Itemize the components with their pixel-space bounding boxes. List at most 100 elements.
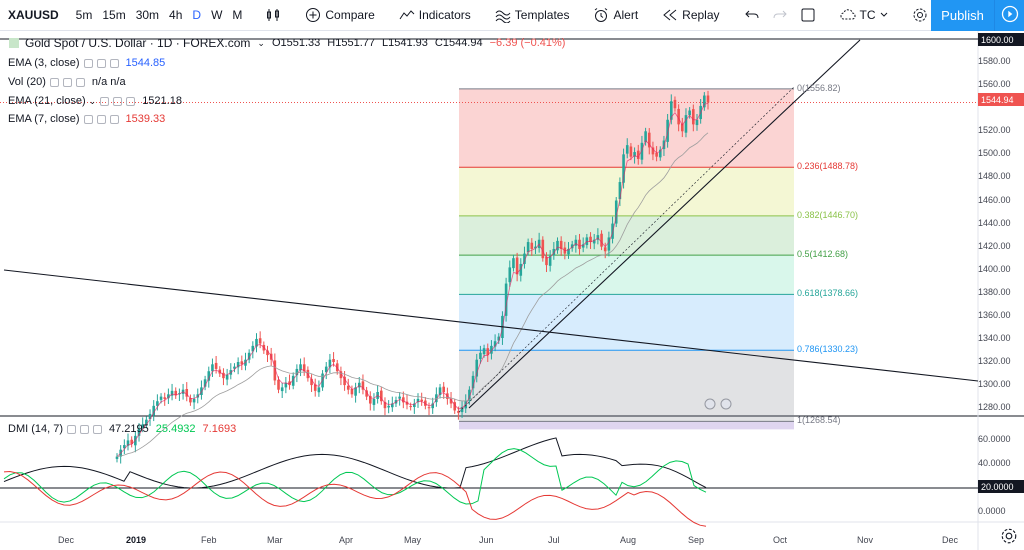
candle-body [578, 239, 581, 249]
interval-4h[interactable]: 4h [169, 8, 183, 22]
candle-body [137, 428, 141, 436]
interval-15m[interactable]: 15m [102, 8, 126, 22]
eye-icon[interactable] [83, 114, 93, 124]
play-panel-button[interactable] [994, 0, 1024, 31]
alert-label: Alert [613, 8, 639, 22]
candle-body [167, 394, 170, 399]
price-tick-label: 1280.00 [978, 402, 1011, 413]
candle-body [211, 364, 214, 372]
price-tick-label: 1340.00 [978, 332, 1011, 343]
candle-body [681, 123, 684, 132]
price-tick-label: 1520.00 [978, 125, 1011, 136]
price-tick-label: 1580.00 [978, 56, 1011, 67]
replay-button[interactable]: Replay [656, 7, 725, 23]
flag-icon [704, 398, 716, 410]
change-value: −6.39 (−0.41%) [489, 37, 566, 49]
dmi-minus-value: 7.1693 [202, 423, 237, 435]
undo-button[interactable] [738, 7, 766, 23]
candle-body [493, 341, 497, 347]
candle-body [692, 109, 695, 125]
candle-body [255, 338, 258, 347]
redo-button[interactable] [766, 7, 794, 23]
candle-body [530, 242, 534, 249]
candle-body [460, 407, 464, 413]
candle-body [189, 398, 192, 403]
replay-label: Replay [682, 8, 720, 22]
fullscreen-layout-button[interactable] [794, 7, 822, 23]
candle-body [688, 110, 691, 116]
symbol-search[interactable]: XAUUSD [8, 8, 59, 22]
candle-body [482, 348, 486, 355]
price-tick-label: 1420.00 [978, 240, 1011, 251]
ema7-legend[interactable]: EMA (7, close) 1539.33 [8, 113, 165, 125]
fib-zone [459, 255, 794, 295]
candle-body [391, 403, 394, 408]
templates-label: Templates [514, 8, 570, 22]
time-tick-label: Mar [267, 535, 283, 545]
candle-body [431, 403, 434, 409]
gear-icon[interactable] [80, 424, 90, 434]
interval-30m[interactable]: 30m [135, 8, 160, 22]
interval-m[interactable]: M [232, 8, 243, 22]
candle-body [350, 389, 354, 395]
ema3-legend[interactable]: EMA (3, close) 1544.85 [8, 57, 165, 69]
close-icon[interactable] [109, 58, 119, 68]
interval-d[interactable]: D [192, 8, 202, 22]
close-icon[interactable] [93, 424, 103, 434]
publish-button[interactable]: Publish [931, 0, 994, 31]
chevron-down-icon[interactable]: ⌄ [88, 95, 97, 106]
collapse-icon[interactable] [9, 38, 19, 48]
eye-icon[interactable] [100, 96, 110, 106]
candle-body [163, 397, 167, 399]
gear-icon[interactable] [113, 96, 123, 106]
candle-body [589, 236, 592, 243]
vol-legend[interactable]: Vol (20) n/a n/a [8, 76, 126, 88]
candle-body [581, 244, 585, 248]
candle-body [541, 239, 545, 259]
eye-icon[interactable] [49, 77, 59, 87]
ema3-label: EMA (3, close) [8, 57, 80, 69]
candle-body [203, 379, 207, 387]
alert-button[interactable]: Alert [587, 7, 644, 23]
close-icon[interactable] [75, 77, 85, 87]
dmi-tick-label: 40.0000 [978, 458, 1011, 468]
candle-body [420, 399, 423, 402]
eye-icon[interactable] [67, 424, 77, 434]
close-icon[interactable] [109, 114, 119, 124]
compare-button[interactable]: Compare [299, 7, 380, 23]
candle-body [559, 240, 563, 249]
chevron-down-icon [880, 7, 888, 23]
gear-icon[interactable] [96, 58, 106, 68]
chart-canvas[interactable] [0, 31, 1024, 550]
adx-line [3, 437, 707, 489]
eye-icon[interactable] [83, 58, 93, 68]
ema21-legend[interactable]: EMA (21, close) ⌄ 1521.18 [8, 95, 182, 107]
axis-settings-button[interactable] [1000, 527, 1020, 547]
candle-body [523, 253, 526, 264]
close-icon[interactable] [126, 96, 136, 106]
candle-body [332, 359, 335, 363]
rewind-icon [662, 7, 678, 23]
time-tick-label: Feb [201, 535, 217, 545]
fib-level-label: 0.382(1446.70) [797, 209, 859, 220]
gear-icon[interactable] [96, 114, 106, 124]
candle-body [284, 382, 288, 388]
chevron-down-icon[interactable]: ⌄ [257, 37, 265, 48]
interval-w[interactable]: W [211, 8, 223, 22]
fib-level-label: 0.786(1330.23) [797, 344, 859, 355]
chart-type-button[interactable] [259, 7, 287, 23]
candle-body [291, 375, 295, 386]
dmi-tick-label: 60.0000 [978, 434, 1011, 444]
candle-body [299, 364, 302, 371]
candle-body [655, 152, 658, 157]
gear-icon[interactable] [62, 77, 72, 87]
dmi-legend[interactable]: DMI (14, 7) 47.2195 25.4932 7.1693 [8, 423, 236, 435]
top-toolbar: XAUUSD 5m 15m 30m 4h D W M Compare Indic… [0, 0, 1024, 31]
candle-body [225, 374, 229, 380]
ema7-label: EMA (7, close) [8, 113, 80, 125]
indicators-button[interactable]: Indicators [393, 7, 477, 23]
cloud-save-button[interactable]: TC [834, 7, 894, 23]
settings-button[interactable] [906, 7, 934, 23]
templates-button[interactable]: Templates [489, 7, 576, 24]
interval-5m[interactable]: 5m [75, 8, 93, 22]
